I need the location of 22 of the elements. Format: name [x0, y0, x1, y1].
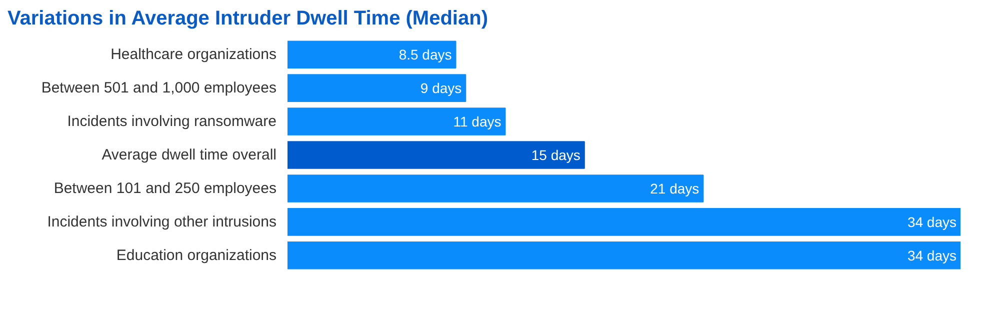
y-tick-label: Incidents involving other intrusions	[47, 213, 277, 230]
chart-title: Variations in Average Intruder Dwell Time (Median)	[8, 8, 488, 30]
data-label: 34 days	[907, 214, 957, 230]
data-label: 34 days	[907, 247, 957, 264]
data-label: 8.5 days	[398, 46, 452, 63]
data-label: 21 days	[650, 180, 700, 196]
y-tick-label: Between 101 and 250 employees	[54, 180, 277, 197]
data-label: 15 days	[531, 147, 580, 163]
bar	[288, 74, 466, 102]
y-tick-label: Healthcare organizations	[110, 46, 277, 64]
y-tick-label: Between 501 and 1,000 employees	[41, 80, 277, 97]
bar	[288, 174, 704, 202]
data-label: 11 days	[453, 114, 502, 130]
bar	[288, 242, 960, 270]
bar	[288, 208, 960, 236]
bar	[288, 141, 585, 169]
y-tick-label: Education organizations	[116, 246, 276, 264]
data-label: 9 days	[420, 80, 462, 96]
bar	[288, 108, 506, 136]
y-tick-label: Average dwell time overall	[102, 146, 277, 164]
y-tick-label: Incidents involving ransomware	[67, 113, 277, 130]
bar	[288, 40, 456, 68]
